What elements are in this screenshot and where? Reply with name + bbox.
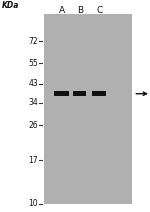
Bar [44, 14, 132, 204]
Text: 17: 17 [28, 156, 38, 165]
Bar [92, 91, 106, 96]
Text: KDa: KDa [2, 1, 19, 10]
Bar [73, 91, 86, 96]
Text: 10: 10 [28, 199, 38, 208]
Text: 34: 34 [28, 98, 38, 107]
Bar [54, 91, 69, 96]
Text: A: A [58, 6, 65, 15]
Text: C: C [96, 6, 103, 15]
Text: 72: 72 [28, 36, 38, 46]
Text: 43: 43 [28, 79, 38, 88]
Text: B: B [78, 6, 84, 15]
Text: 26: 26 [28, 120, 38, 130]
Text: 55: 55 [28, 59, 38, 68]
